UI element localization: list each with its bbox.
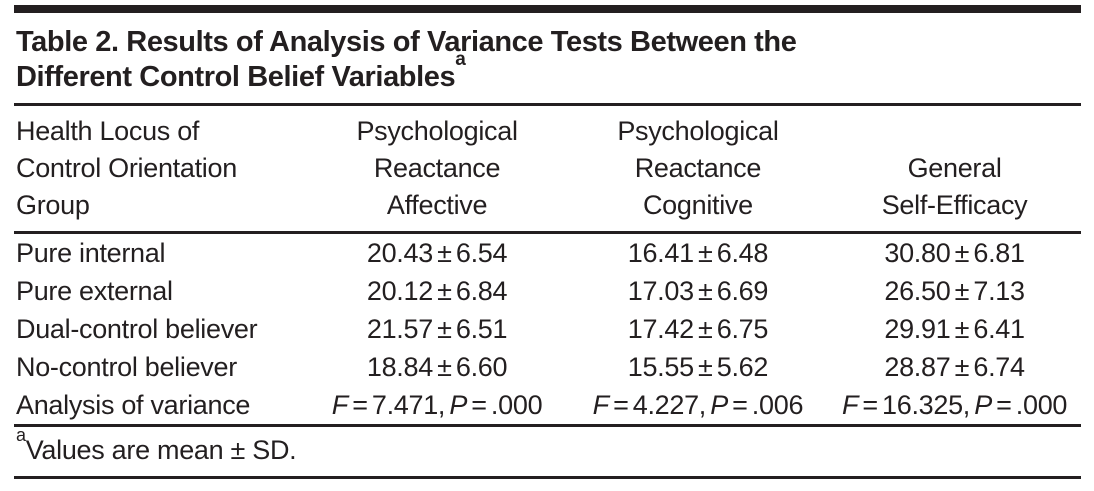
cell-value: 20.12 ± 6.84 [366, 276, 508, 306]
table-row-pure-external: Pure external 20.12 ± 6.84 17.03 ± 6.69 … [14, 272, 1081, 310]
p-value: = .006 [727, 390, 804, 420]
header-line: Cognitive [642, 190, 753, 220]
table-title-superscript: a [455, 49, 466, 71]
header-row: Health Locus of Control Orientation Grou… [14, 106, 1081, 234]
cell-value: 15.55 ± 5.62 [627, 352, 769, 382]
f-value: = 4.227, [608, 390, 711, 420]
row-label: Pure internal [16, 238, 166, 268]
cell-value: 20.43 ± 6.54 [366, 238, 508, 268]
header-line: General [907, 153, 1002, 183]
header-line: Health Locus of [16, 116, 200, 146]
cell-value: 26.50 ± 7.13 [884, 276, 1025, 306]
header-cell-self-efficacy: General Self-Efficacy [828, 106, 1081, 234]
footnote-text: Values are mean ± SD. [25, 435, 297, 465]
table-row-no-control: No-control believer 18.84 ± 6.60 15.55 ±… [14, 348, 1081, 386]
cell-value: 28.87 ± 6.74 [884, 352, 1025, 382]
header-line: Control Orientation [16, 153, 237, 183]
header-line: Reactance [373, 153, 501, 183]
top-thick-rule [14, 5, 1081, 13]
f-value: = 7.471, [348, 390, 450, 420]
cell-value: 29.91 ± 6.41 [884, 314, 1025, 344]
cell-anova-statistic: F = 4.227, P = .006 [567, 386, 829, 427]
row-label: Pure external [16, 276, 173, 306]
cell-value: 17.42 ± 6.75 [627, 314, 769, 344]
header-line: Psychological [356, 116, 518, 146]
f-symbol: F [331, 390, 349, 420]
anova-results-table: Health Locus of Control Orientation Grou… [14, 106, 1081, 427]
cell-value: 17.03 ± 6.69 [627, 276, 769, 306]
table-title: Table 2. Results of Analysis of Variance… [14, 13, 1081, 106]
table-title-line1: Table 2. Results of Analysis of Variance… [16, 26, 797, 58]
table-row-pure-internal: Pure internal 20.43 ± 6.54 16.41 ± 6.48 … [14, 233, 1081, 273]
header-line: Affective [386, 190, 488, 220]
header-line: Reactance [634, 153, 762, 183]
cell-value: 21.57 ± 6.51 [366, 314, 508, 344]
f-symbol: F [592, 390, 610, 420]
table-footnote: aValues are mean ± SD. [14, 425, 1081, 479]
row-label: Dual-control believer [16, 314, 258, 344]
cell-value: 30.80 ± 6.81 [884, 238, 1025, 268]
p-symbol: P [974, 390, 992, 420]
p-value: = .000 [467, 390, 543, 420]
row-label: Analysis of variance [14, 386, 307, 427]
table-row-anova: Analysis of variance F = 7.471, P = .000… [14, 386, 1081, 427]
cell-anova-statistic: F = 7.471, P = .000 [306, 386, 568, 427]
header-cell-group: Health Locus of Control Orientation Grou… [14, 106, 307, 234]
p-symbol: P [710, 390, 728, 420]
row-label: No-control believer [16, 352, 237, 382]
header-line: Psychological [617, 116, 779, 146]
header-line: Self-Efficacy [881, 190, 1028, 220]
cell-value: 18.84 ± 6.60 [366, 352, 508, 382]
header-line: Group [16, 190, 90, 220]
f-symbol: F [841, 390, 859, 420]
p-symbol: P [449, 390, 468, 420]
header-cell-reactance-cognitive: Psychological Reactance Cognitive [567, 106, 829, 234]
footnote-superscript: a [16, 425, 26, 445]
table-row-dual-control: Dual-control believer 21.57 ± 6.51 17.42… [14, 310, 1081, 348]
table-title-line2-text: Different Control Belief Variables [16, 61, 456, 93]
cell-anova-statistic: F = 16.325, P = .000 [828, 386, 1081, 427]
p-value: = .000 [991, 390, 1068, 420]
header-cell-reactance-affective: Psychological Reactance Affective [306, 106, 568, 234]
table-title-line2: Different Control Belief Variablesa [16, 50, 1081, 95]
f-value: = 16.325, [858, 390, 975, 420]
cell-value: 16.41 ± 6.48 [627, 238, 769, 268]
